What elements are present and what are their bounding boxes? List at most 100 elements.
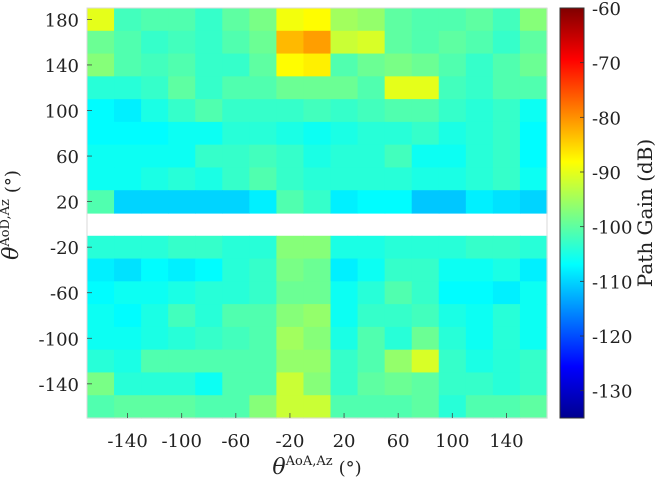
heatmap-cell — [465, 8, 494, 32]
heatmap-cell — [438, 235, 467, 260]
heatmap-cell — [357, 326, 386, 351]
heatmap-cell — [87, 281, 115, 305]
heatmap-cell — [357, 8, 386, 32]
heatmap-cell — [87, 8, 115, 32]
heatmap-cell — [411, 281, 440, 305]
heatmap-cell — [249, 258, 278, 282]
heatmap-cell — [384, 304, 413, 328]
heatmap-cell — [411, 121, 440, 146]
heatmap-cell — [195, 8, 223, 32]
heatmap-cell — [276, 190, 305, 214]
heatmap-cell — [168, 190, 196, 214]
heatmap-cell — [222, 99, 250, 123]
heatmap-cell — [87, 53, 115, 77]
heatmap-cell — [114, 281, 142, 305]
heatmap-cell — [87, 326, 115, 351]
heatmap-cell — [519, 30, 548, 55]
heatmap-cell — [411, 258, 440, 282]
heatmap-cell — [303, 167, 332, 191]
heatmap-cell — [276, 281, 305, 305]
heatmap-cell — [384, 326, 413, 351]
heatmap-cell — [465, 281, 494, 305]
heatmap-cell — [303, 53, 332, 77]
colorbar-tick-label: -100 — [592, 218, 632, 239]
heatmap-cell — [519, 349, 548, 374]
heatmap-cell — [411, 99, 440, 123]
heatmap-cell — [276, 372, 305, 396]
heatmap-cell — [411, 304, 440, 328]
heatmap-cell — [168, 99, 196, 123]
heatmap-cell — [222, 76, 250, 100]
x-tick-label: -20 — [275, 431, 304, 452]
heatmap-cell — [276, 76, 305, 100]
heatmap-cell — [87, 349, 115, 374]
heatmap-cell — [411, 30, 440, 55]
heatmap-cell — [114, 30, 142, 55]
heatmap-cell — [519, 8, 548, 32]
heatmap-cell — [114, 53, 142, 77]
heatmap-cell — [519, 144, 548, 169]
heatmap-cell — [465, 395, 494, 419]
x-axis-unit: (°) — [339, 458, 362, 479]
heatmap-cell — [195, 281, 223, 305]
heatmap-cell — [438, 304, 467, 328]
heatmap-cell — [222, 235, 250, 260]
heatmap-cell — [330, 76, 359, 100]
heatmap-cell — [357, 304, 386, 328]
heatmap-cell — [222, 304, 250, 328]
heatmap-cell — [411, 53, 440, 77]
heatmap-cell — [195, 30, 223, 55]
heatmap-cell — [411, 349, 440, 374]
heatmap-cell — [330, 167, 359, 191]
y-axis-superscript: AoD,Az — [0, 199, 13, 248]
heatmap-cell — [357, 258, 386, 282]
x-axis-ticks: -140 -100 -60 -20 20 60 100 140 — [107, 413, 524, 452]
heatmap-cell — [438, 349, 467, 374]
colorbar-tick-label: -80 — [592, 108, 621, 129]
heatmap-cell — [303, 281, 332, 305]
heatmap-cell — [384, 121, 413, 146]
heatmap-cell — [249, 53, 278, 77]
heatmap-cell — [195, 76, 223, 100]
heatmap-cell — [195, 372, 223, 396]
heatmap-cell — [303, 258, 332, 282]
heatmap-cell — [330, 395, 359, 419]
heatmap-cell — [330, 53, 359, 77]
heatmap-cell — [141, 349, 169, 374]
heatmap-cells — [87, 8, 548, 419]
heatmap-cell — [276, 349, 305, 374]
x-axis-superscript: AoA,Az — [285, 454, 333, 469]
heatmap-cell — [330, 30, 359, 55]
heatmap-cell — [357, 53, 386, 77]
heatmap-cell — [303, 349, 332, 374]
heatmap-cell — [141, 30, 169, 55]
heatmap-cell — [141, 99, 169, 123]
heatmap-cell — [384, 144, 413, 169]
heatmap-cell — [141, 190, 169, 214]
heatmap-cell — [519, 258, 548, 282]
heatmap-cell — [222, 258, 250, 282]
heatmap-cell — [357, 235, 386, 260]
x-tick-label: 100 — [435, 431, 469, 452]
heatmap-cell — [141, 304, 169, 328]
heatmap-cell — [114, 326, 142, 351]
heatmap-cell — [465, 167, 494, 191]
heatmap-cell — [195, 304, 223, 328]
heatmap-cell — [222, 395, 250, 419]
heatmap-cell — [492, 349, 521, 374]
heatmap-cell — [465, 258, 494, 282]
y-tick-label: -60 — [50, 284, 79, 305]
heatmap-cell — [519, 304, 548, 328]
heatmap-cell — [519, 167, 548, 191]
heatmap-cell — [465, 190, 494, 214]
heatmap-cell — [492, 304, 521, 328]
heatmap-cell — [222, 53, 250, 77]
heatmap-cell — [141, 144, 169, 169]
heatmap-cell — [465, 99, 494, 123]
heatmap-cell — [384, 395, 413, 419]
heatmap-cell — [168, 144, 196, 169]
heatmap-cell — [411, 395, 440, 419]
heatmap-cell — [141, 258, 169, 282]
heatmap-cell — [519, 76, 548, 100]
